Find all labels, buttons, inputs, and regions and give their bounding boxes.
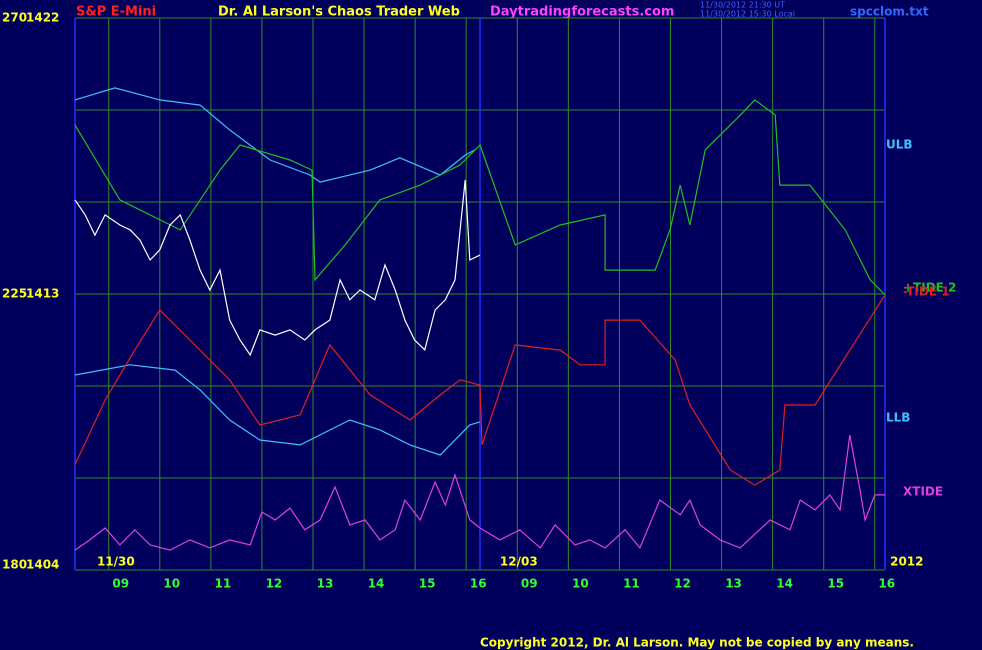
x-tick-label: 09 xyxy=(521,577,538,591)
date-label: 11/30 xyxy=(97,555,135,569)
x-tick-label: 12 xyxy=(266,577,283,591)
copyright: Copyright 2012, Dr. Al Larson. May not b… xyxy=(480,636,914,650)
x-tick-label: 12 xyxy=(674,577,691,591)
y2-tick-label: 225 xyxy=(2,287,27,301)
series-label: -TIDE 1 xyxy=(903,285,950,299)
series-label: LLB xyxy=(886,411,910,425)
y-tick-label: 1422 xyxy=(26,11,59,25)
x-tick-label: 14 xyxy=(776,577,793,591)
stamp-ut: 11/30/2012 21:30 UT xyxy=(700,1,785,10)
x-tick-label: 13 xyxy=(725,577,742,591)
y-tick-label: 1413 xyxy=(26,287,59,301)
series-label: ULB xyxy=(886,138,913,152)
date-label: 2012 xyxy=(890,555,923,569)
stamp-local: 11/30/2012 15:30 Local xyxy=(700,10,795,19)
x-tick-label: 10 xyxy=(163,577,180,591)
series-line xyxy=(74,99,886,296)
y2-tick-label: 270 xyxy=(2,11,27,25)
chart-title: Dr. Al Larson's Chaos Trader Web xyxy=(218,5,460,20)
series-line xyxy=(74,434,885,551)
symbol: S&P E-Mini xyxy=(76,5,156,20)
x-tick-label: 11 xyxy=(214,577,231,591)
series-line xyxy=(74,294,886,486)
x-tick-label: 13 xyxy=(317,577,334,591)
x-tick-label: 16 xyxy=(878,577,895,591)
x-tick-label: 14 xyxy=(368,577,385,591)
x-tick-label: 10 xyxy=(572,577,589,591)
y2-tick-label: 180 xyxy=(2,558,27,572)
site: Daytradingforecasts.com xyxy=(490,5,674,20)
series-label: +TIDE 2 xyxy=(903,281,956,295)
x-tick-label: 16 xyxy=(470,577,487,591)
date-label: 12/03 xyxy=(500,555,538,569)
series-line xyxy=(74,179,481,357)
x-tick-label: 09 xyxy=(112,577,129,591)
file-name: spcclom.txt xyxy=(850,5,929,19)
y-tick-label: 1404 xyxy=(26,558,59,572)
x-tick-label: 15 xyxy=(419,577,436,591)
series-label: XTIDE xyxy=(903,485,943,499)
x-tick-label: 11 xyxy=(623,577,640,591)
x-tick-label: 15 xyxy=(827,577,844,591)
series-line xyxy=(74,364,481,456)
